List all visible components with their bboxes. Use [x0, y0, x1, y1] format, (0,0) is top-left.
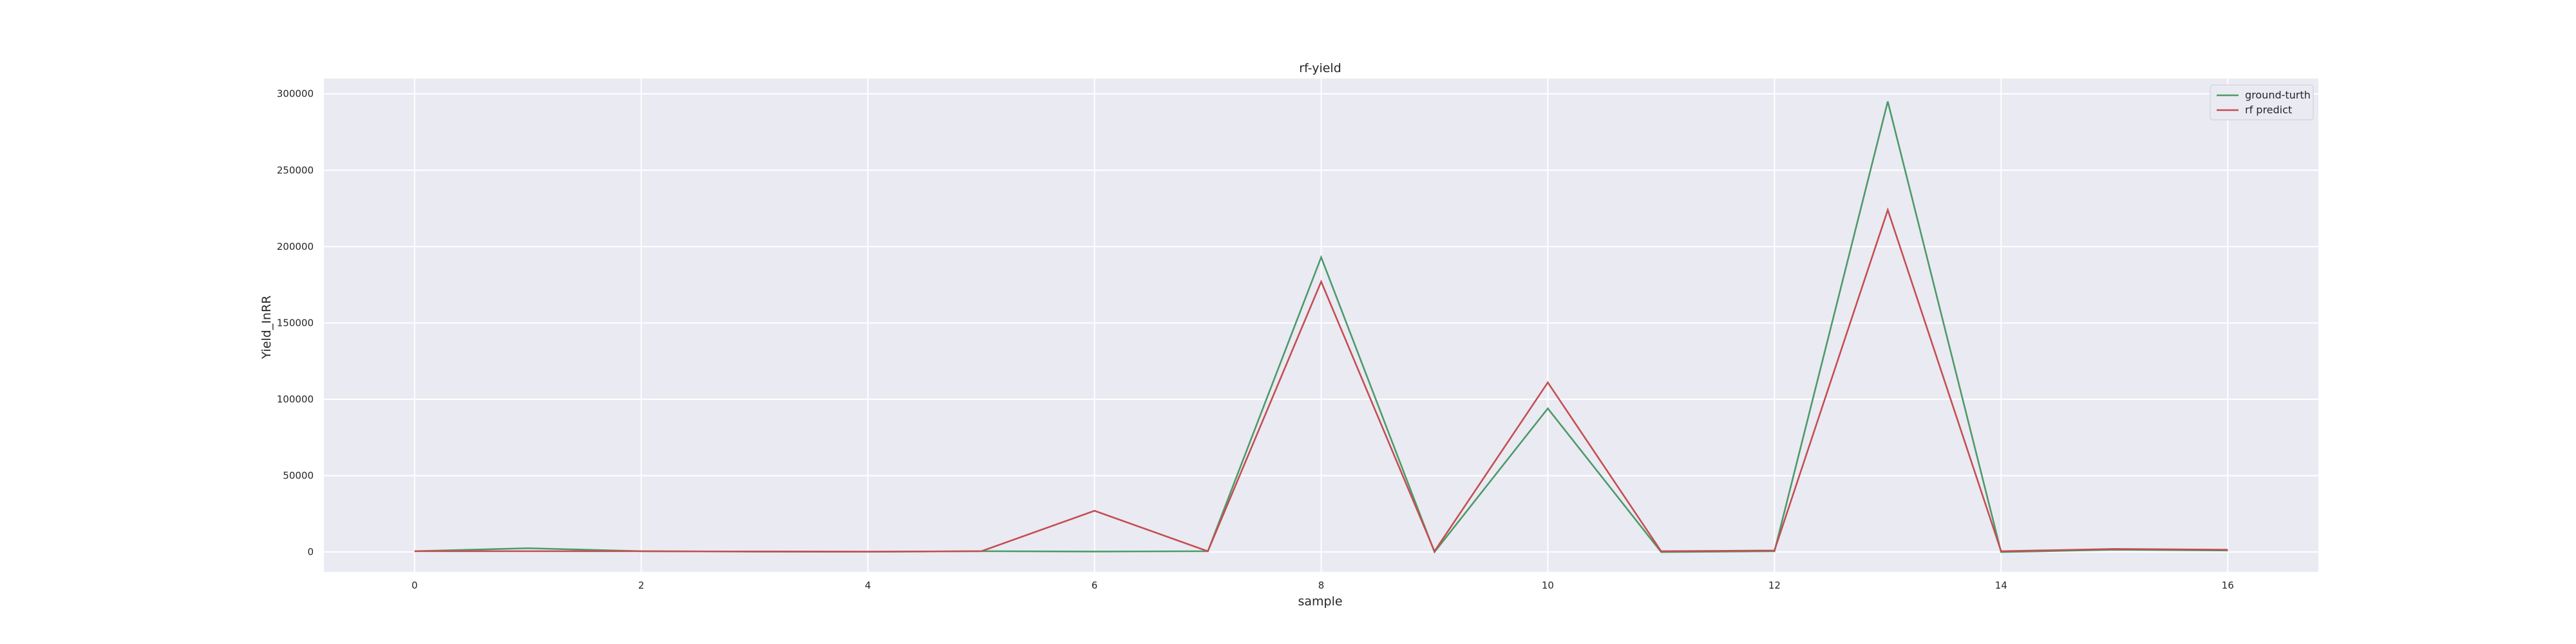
x-tick-label: 10: [1542, 580, 1554, 591]
y-axis-label: Yield_InRR: [260, 296, 274, 360]
legend-label: ground-turth: [2245, 89, 2311, 101]
x-tick-label: 4: [865, 580, 871, 591]
x-tick-label: 8: [1318, 580, 1325, 591]
x-tick-label: 2: [638, 580, 645, 591]
y-tick-label: 250000: [277, 164, 314, 176]
x-tick-label: 0: [412, 580, 418, 591]
chart-title: rf-yield: [1299, 61, 1341, 75]
legend: ground-turth rf predict: [2210, 84, 2314, 120]
y-tick-label: 200000: [277, 241, 314, 252]
series-layer: [414, 101, 2228, 554]
y-tick-label: 50000: [283, 470, 314, 482]
y-tick-label: 300000: [277, 88, 314, 100]
grid: [324, 79, 2318, 572]
y-tick-label: 100000: [277, 393, 314, 405]
x-tick-label: 6: [1092, 580, 1098, 591]
x-tick-label: 16: [2222, 580, 2234, 591]
tick-labels: 0 2 4 6 8 10 12 14 16 0 50000 100000 150000 200000 250…: [277, 88, 2234, 591]
legend-box: [2210, 84, 2314, 120]
x-tick-label: 12: [1768, 580, 1781, 591]
series-line-2: [414, 207, 2228, 553]
y-tick-label: 0: [307, 546, 314, 558]
legend-label: rf predict: [2245, 104, 2292, 116]
x-tick-label: 14: [1995, 580, 2007, 591]
x-axis-label: sample: [1298, 594, 1342, 609]
y-tick-label: 150000: [277, 317, 314, 328]
